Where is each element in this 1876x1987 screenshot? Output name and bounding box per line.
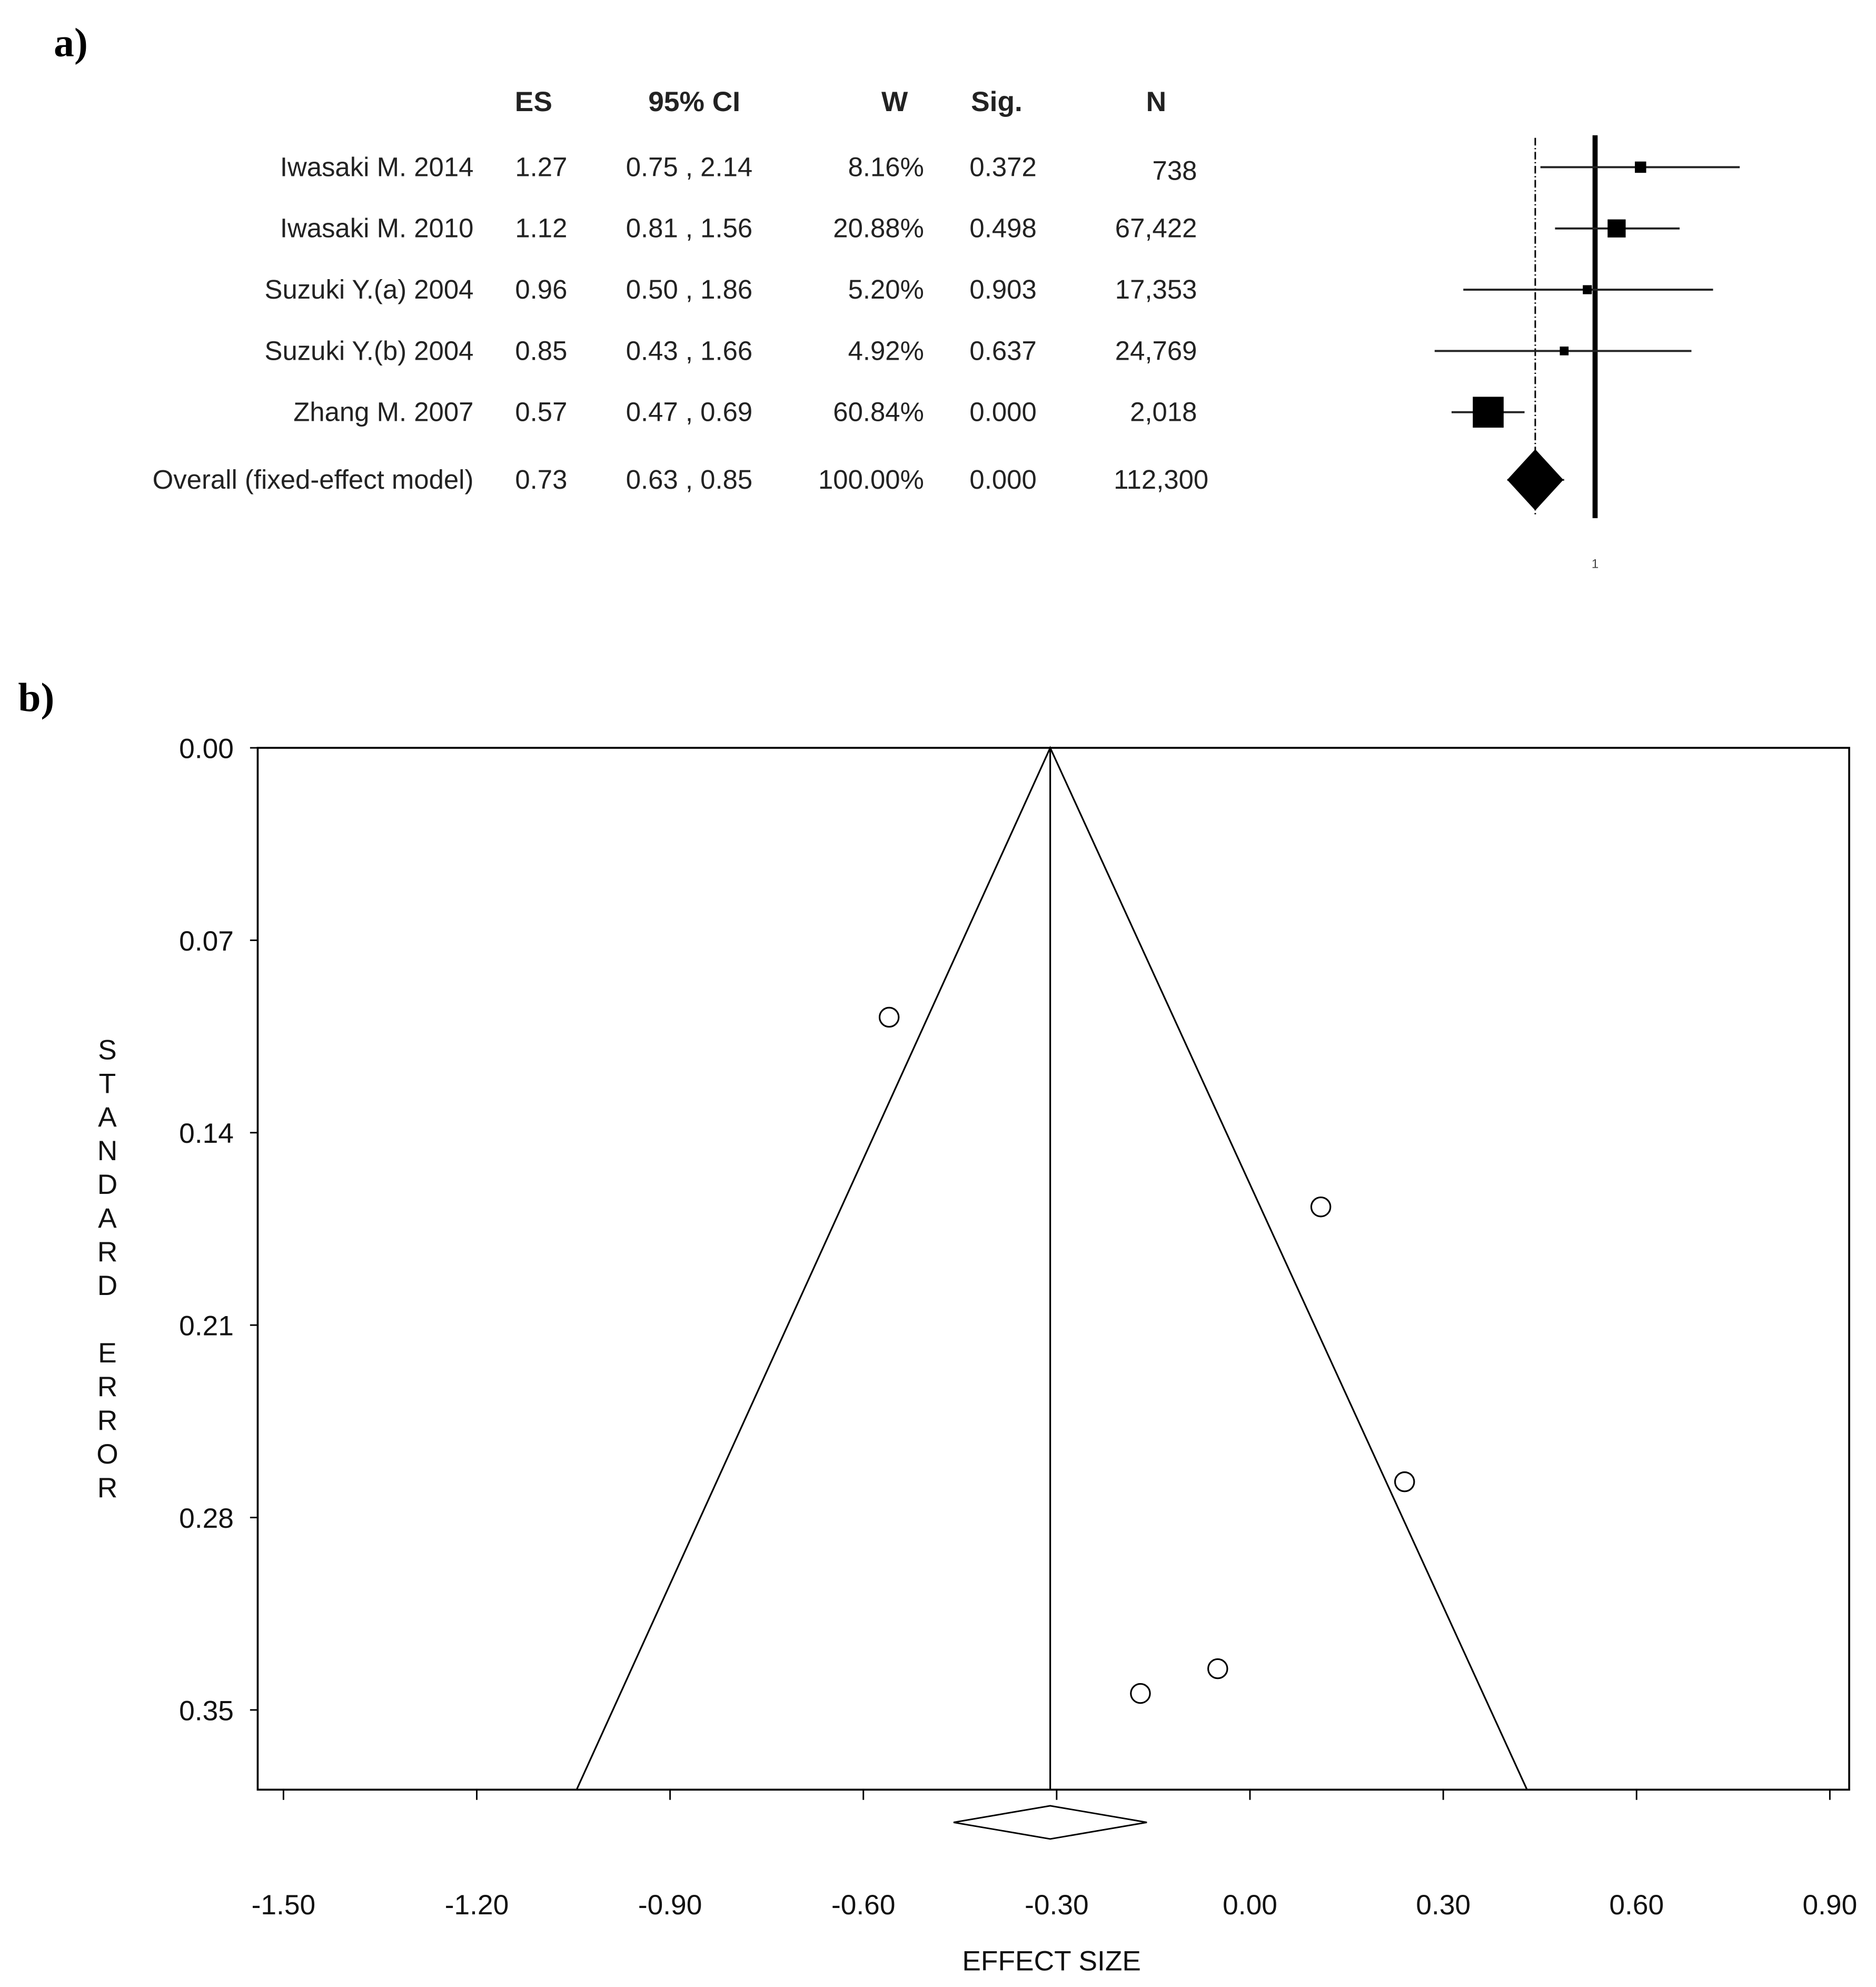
study-point xyxy=(1394,1471,1415,1492)
effect-square xyxy=(1635,161,1646,173)
funnel-boundary xyxy=(575,746,1528,1790)
effect-square xyxy=(1473,397,1504,428)
panel-b-label: b) xyxy=(18,675,54,720)
forest-row: Iwasaki M. 2014 1.27 0.75 , 2.14 8.16% 0.372… xyxy=(280,152,1197,185)
plot-frame xyxy=(256,747,1850,1791)
x-tick-label: -0.30 xyxy=(1025,1890,1088,1921)
col-header-w: W xyxy=(881,86,908,117)
y-tick-label: 0.28 xyxy=(179,1503,234,1534)
ci-value: 0.63 , 0.85 xyxy=(626,464,752,495)
n-value: 112,300 xyxy=(1114,464,1208,495)
y-tick-label: 0.35 xyxy=(179,1695,234,1726)
n-value: 24,769 xyxy=(1115,335,1197,365)
forest-row: Iwasaki M. 2010 1.12 0.81 , 1.56 20.88% 0.49… xyxy=(280,213,1197,243)
weight-value: 4.92% xyxy=(848,335,924,365)
x-axis-label: EFFECT SIZE xyxy=(962,1945,1141,1976)
x-tick-label: 0.90 xyxy=(1802,1890,1857,1921)
es-value: 1.27 xyxy=(515,152,567,182)
col-header-es: ES xyxy=(515,86,552,117)
x-tick-label: 0.30 xyxy=(1416,1890,1471,1921)
ci-value: 0.50 , 1.86 xyxy=(626,274,752,304)
ci-value: 0.47 , 0.69 xyxy=(626,397,752,427)
x-tick-label: -0.60 xyxy=(831,1890,895,1921)
study-point xyxy=(1130,1683,1151,1704)
study-name: Iwasaki M. 2010 xyxy=(280,213,474,243)
col-header-ci: 95% CI xyxy=(648,86,740,117)
sig-value: 0.000 xyxy=(969,397,1036,427)
x-tick-label: -0.90 xyxy=(638,1890,702,1921)
funnel-plot: 0.00 0.07 0.14 0.21 0.28 0.35 -1.50 -1.20 -0.90 -… xyxy=(96,733,1857,1976)
x-tick-label: 0.00 xyxy=(1223,1890,1277,1921)
n-value: 17,353 xyxy=(1115,274,1197,304)
x-tick-label: 0.60 xyxy=(1609,1890,1664,1921)
pooled-diamond xyxy=(953,1805,1147,1840)
forest-plot: 1 xyxy=(1434,135,1740,571)
es-value: 0.85 xyxy=(515,335,567,365)
sig-value: 0.903 xyxy=(969,274,1036,304)
y-tick-label: 0.00 xyxy=(179,733,234,764)
study-name: Iwasaki M. 2014 xyxy=(280,152,474,182)
effect-square xyxy=(1560,347,1569,355)
effect-square xyxy=(1607,219,1626,238)
panel-a-label: a) xyxy=(54,20,88,65)
col-header-sig: Sig. xyxy=(971,86,1023,117)
forest-row-overall: Overall (fixed-effect model) 0.73 0.63 , 0… xyxy=(153,464,1209,495)
forest-row: Suzuki Y.(a) 2004 0.96 0.50 , 1.86 5.20% 0.9… xyxy=(265,274,1197,304)
forest-row: Suzuki Y.(b) 2004 0.85 0.43 , 1.66 4.92% 0.6… xyxy=(265,335,1197,365)
weight-value: 60.84% xyxy=(833,397,924,427)
weight-value: 100.00% xyxy=(818,464,924,495)
n-value: 67,422 xyxy=(1115,213,1197,243)
ci-value: 0.81 , 1.56 xyxy=(626,213,752,243)
col-header-n: N xyxy=(1146,86,1167,117)
effect-square xyxy=(1583,285,1592,294)
study-point xyxy=(1310,1196,1332,1218)
sig-value: 0.637 xyxy=(969,335,1036,365)
forest-row: Zhang M. 2007 0.57 0.47 , 0.69 60.84% 0.000 2… xyxy=(293,397,1197,427)
x-tick-label: -1.50 xyxy=(252,1890,315,1921)
weight-value: 5.20% xyxy=(848,274,924,304)
es-value: 0.57 xyxy=(515,397,567,427)
study-name: Suzuki Y.(b) 2004 xyxy=(265,335,474,365)
x-tick-label: 1 xyxy=(1592,557,1599,571)
es-value: 0.73 xyxy=(515,464,567,495)
weight-value: 20.88% xyxy=(833,213,924,243)
x-tick-label: -1.20 xyxy=(445,1890,509,1921)
forest-table: Iwasaki M. 2014 1.27 0.75 , 2.14 8.16% 0.372… xyxy=(153,152,1209,495)
overall-diamond xyxy=(1507,449,1564,511)
sig-value: 0.372 xyxy=(969,152,1036,182)
y-tick-label: 0.14 xyxy=(179,1118,234,1149)
n-value: 2,018 xyxy=(1130,397,1197,427)
es-value: 1.12 xyxy=(515,213,567,243)
sig-value: 0.498 xyxy=(969,213,1036,243)
ci-value: 0.43 , 1.66 xyxy=(626,335,752,365)
sig-value: 0.000 xyxy=(969,464,1036,495)
study-name: Suzuki Y.(a) 2004 xyxy=(265,274,474,304)
ci-value: 0.75 , 2.14 xyxy=(626,152,752,182)
es-value: 0.96 xyxy=(515,274,567,304)
study-point xyxy=(878,1006,900,1028)
study-name: Zhang M. 2007 xyxy=(293,397,473,427)
n-value: 738 xyxy=(1153,156,1197,186)
y-tick-label: 0.21 xyxy=(179,1311,234,1342)
study-point xyxy=(1207,1658,1228,1679)
y-tick-label: 0.07 xyxy=(179,926,234,957)
study-name: Overall (fixed-effect model) xyxy=(153,464,474,495)
weight-value: 8.16% xyxy=(848,152,924,182)
